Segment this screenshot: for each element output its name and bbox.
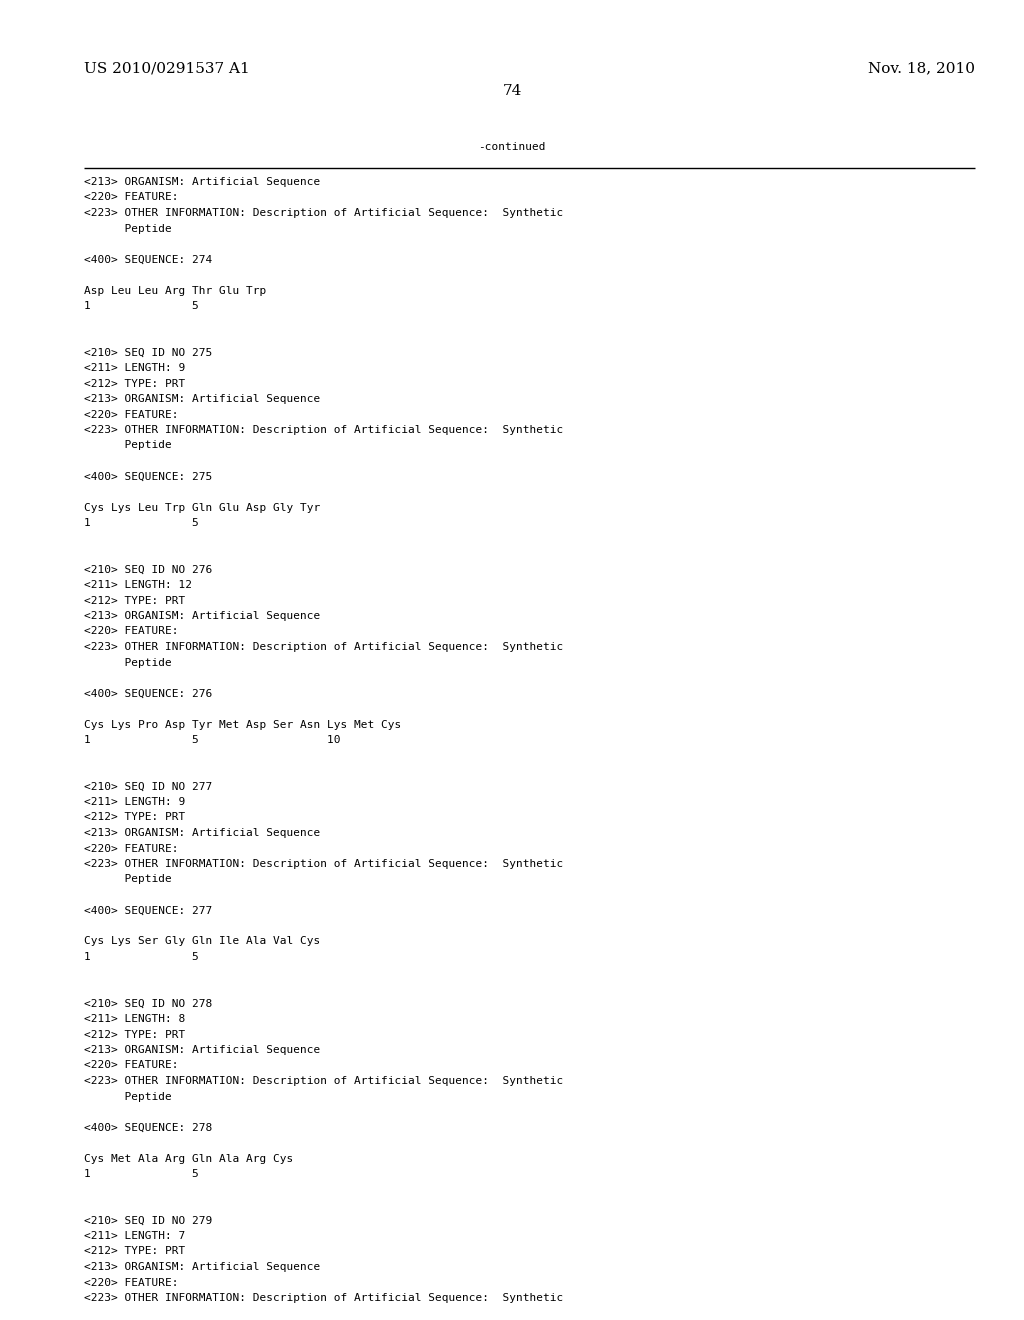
Text: <210> SEQ ID NO 275: <210> SEQ ID NO 275 bbox=[84, 347, 212, 358]
Text: <212> TYPE: PRT: <212> TYPE: PRT bbox=[84, 813, 185, 822]
Text: <212> TYPE: PRT: <212> TYPE: PRT bbox=[84, 1246, 185, 1257]
Text: <212> TYPE: PRT: <212> TYPE: PRT bbox=[84, 1030, 185, 1040]
Text: Peptide: Peptide bbox=[84, 657, 172, 668]
Text: <400> SEQUENCE: 277: <400> SEQUENCE: 277 bbox=[84, 906, 212, 916]
Text: <223> OTHER INFORMATION: Description of Artificial Sequence:  Synthetic: <223> OTHER INFORMATION: Description of … bbox=[84, 1294, 563, 1303]
Text: <220> FEATURE:: <220> FEATURE: bbox=[84, 843, 178, 854]
Text: <211> LENGTH: 7: <211> LENGTH: 7 bbox=[84, 1232, 185, 1241]
Text: US 2010/0291537 A1: US 2010/0291537 A1 bbox=[84, 61, 250, 75]
Text: <212> TYPE: PRT: <212> TYPE: PRT bbox=[84, 379, 185, 388]
Text: Peptide: Peptide bbox=[84, 223, 172, 234]
Text: Cys Lys Ser Gly Gln Ile Ala Val Cys: Cys Lys Ser Gly Gln Ile Ala Val Cys bbox=[84, 936, 321, 946]
Text: <213> ORGANISM: Artificial Sequence: <213> ORGANISM: Artificial Sequence bbox=[84, 393, 321, 404]
Text: <213> ORGANISM: Artificial Sequence: <213> ORGANISM: Artificial Sequence bbox=[84, 611, 321, 620]
Text: 1               5                   10: 1 5 10 bbox=[84, 735, 340, 744]
Text: <210> SEQ ID NO 279: <210> SEQ ID NO 279 bbox=[84, 1216, 212, 1225]
Text: <223> OTHER INFORMATION: Description of Artificial Sequence:  Synthetic: <223> OTHER INFORMATION: Description of … bbox=[84, 642, 563, 652]
Text: <400> SEQUENCE: 278: <400> SEQUENCE: 278 bbox=[84, 1122, 212, 1133]
Text: <210> SEQ ID NO 276: <210> SEQ ID NO 276 bbox=[84, 565, 212, 574]
Text: <211> LENGTH: 8: <211> LENGTH: 8 bbox=[84, 1014, 185, 1024]
Text: Nov. 18, 2010: Nov. 18, 2010 bbox=[868, 61, 975, 75]
Text: <400> SEQUENCE: 275: <400> SEQUENCE: 275 bbox=[84, 471, 212, 482]
Text: <211> LENGTH: 9: <211> LENGTH: 9 bbox=[84, 363, 185, 374]
Text: Asp Leu Leu Arg Thr Glu Trp: Asp Leu Leu Arg Thr Glu Trp bbox=[84, 285, 266, 296]
Text: <223> OTHER INFORMATION: Description of Artificial Sequence:  Synthetic: <223> OTHER INFORMATION: Description of … bbox=[84, 425, 563, 436]
Text: -continued: -continued bbox=[478, 143, 546, 152]
Text: 1               5: 1 5 bbox=[84, 517, 199, 528]
Text: <220> FEATURE:: <220> FEATURE: bbox=[84, 193, 178, 202]
Text: <220> FEATURE:: <220> FEATURE: bbox=[84, 409, 178, 420]
Text: <210> SEQ ID NO 278: <210> SEQ ID NO 278 bbox=[84, 998, 212, 1008]
Text: <223> OTHER INFORMATION: Description of Artificial Sequence:  Synthetic: <223> OTHER INFORMATION: Description of … bbox=[84, 1076, 563, 1086]
Text: 74: 74 bbox=[503, 84, 521, 98]
Text: <400> SEQUENCE: 276: <400> SEQUENCE: 276 bbox=[84, 689, 212, 698]
Text: <220> FEATURE:: <220> FEATURE: bbox=[84, 627, 178, 636]
Text: Peptide: Peptide bbox=[84, 1092, 172, 1101]
Text: Peptide: Peptide bbox=[84, 441, 172, 450]
Text: Cys Lys Pro Asp Tyr Met Asp Ser Asn Lys Met Cys: Cys Lys Pro Asp Tyr Met Asp Ser Asn Lys … bbox=[84, 719, 401, 730]
Text: <213> ORGANISM: Artificial Sequence: <213> ORGANISM: Artificial Sequence bbox=[84, 177, 321, 187]
Text: 1               5: 1 5 bbox=[84, 1170, 199, 1179]
Text: <213> ORGANISM: Artificial Sequence: <213> ORGANISM: Artificial Sequence bbox=[84, 1045, 321, 1055]
Text: 1               5: 1 5 bbox=[84, 301, 199, 312]
Text: <212> TYPE: PRT: <212> TYPE: PRT bbox=[84, 595, 185, 606]
Text: <223> OTHER INFORMATION: Description of Artificial Sequence:  Synthetic: <223> OTHER INFORMATION: Description of … bbox=[84, 209, 563, 218]
Text: <220> FEATURE:: <220> FEATURE: bbox=[84, 1278, 178, 1287]
Text: <223> OTHER INFORMATION: Description of Artificial Sequence:  Synthetic: <223> OTHER INFORMATION: Description of … bbox=[84, 859, 563, 869]
Text: Cys Lys Leu Trp Gln Glu Asp Gly Tyr: Cys Lys Leu Trp Gln Glu Asp Gly Tyr bbox=[84, 503, 321, 512]
Text: Peptide: Peptide bbox=[84, 874, 172, 884]
Text: Cys Met Ala Arg Gln Ala Arg Cys: Cys Met Ala Arg Gln Ala Arg Cys bbox=[84, 1154, 293, 1163]
Text: <210> SEQ ID NO 277: <210> SEQ ID NO 277 bbox=[84, 781, 212, 792]
Text: 1               5: 1 5 bbox=[84, 952, 199, 962]
Text: <220> FEATURE:: <220> FEATURE: bbox=[84, 1060, 178, 1071]
Text: <400> SEQUENCE: 274: <400> SEQUENCE: 274 bbox=[84, 255, 212, 264]
Text: <211> LENGTH: 9: <211> LENGTH: 9 bbox=[84, 797, 185, 807]
Text: <213> ORGANISM: Artificial Sequence: <213> ORGANISM: Artificial Sequence bbox=[84, 828, 321, 838]
Text: <211> LENGTH: 12: <211> LENGTH: 12 bbox=[84, 579, 191, 590]
Text: <213> ORGANISM: Artificial Sequence: <213> ORGANISM: Artificial Sequence bbox=[84, 1262, 321, 1272]
